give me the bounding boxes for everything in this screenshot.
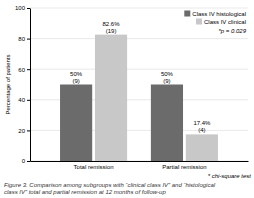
y-tick-label: 80 <box>18 36 25 42</box>
caption-line: class IV” total and partial remission at… <box>4 189 166 195</box>
bar <box>95 35 127 161</box>
y-tick-mark <box>27 69 30 70</box>
annotation: *p = 0.029 <box>218 28 246 34</box>
x-tick-label: Partial remission <box>162 164 206 170</box>
y-tick-mark <box>27 161 30 162</box>
x-tick-label: Total remission <box>74 164 114 170</box>
grid-line <box>30 8 248 9</box>
legend-label: Class IV histological <box>192 11 246 17</box>
data-label-line: 82.6% <box>103 21 121 27</box>
legend-item: Class IV clinical <box>196 19 246 25</box>
y-tick-label: 40 <box>18 97 25 103</box>
data-label-line: 50% <box>70 71 83 77</box>
data-label: 50%(9) <box>70 71 83 84</box>
grid <box>30 8 248 161</box>
y-tick-label: 100 <box>15 5 26 11</box>
y-tick-mark <box>27 8 30 9</box>
y-tick-mark <box>27 100 30 101</box>
data-label-line: (19) <box>106 28 117 34</box>
bar <box>151 85 183 162</box>
y-axis-title: Percentage of patients <box>5 54 11 114</box>
y-tick-mark <box>27 39 30 40</box>
data-label: 50%(9) <box>161 71 174 84</box>
y-tick-mark <box>27 130 30 131</box>
data-label: 17.4%(4) <box>193 120 211 133</box>
data-label-line: 50% <box>161 71 174 77</box>
legend-swatch <box>196 19 202 25</box>
y-tick-label: 20 <box>18 128 25 134</box>
y-tick-label: 0 <box>22 158 26 164</box>
legend-item: Class IV histological <box>184 11 246 17</box>
y-tick: 20 <box>18 128 30 134</box>
caption-line: Figure 3. Comparison among subgroups wit… <box>4 182 216 188</box>
y-tick: 40 <box>18 97 30 103</box>
data-label-line: (9) <box>163 78 170 84</box>
bars <box>60 35 218 161</box>
y-tick: 60 <box>18 67 30 73</box>
grid-line <box>30 69 248 70</box>
y-tick-label: 60 <box>18 67 25 73</box>
x-axis-line <box>31 161 249 162</box>
data-label-line: (9) <box>72 78 79 84</box>
legend: Class IV histological Class IV clinical <box>184 11 246 25</box>
data-labels: 50%(9)50%(9)82.6%(19)17.4%(4) <box>70 21 211 134</box>
y-axis-line <box>30 9 31 162</box>
y-tick: 100 <box>15 5 30 11</box>
data-label-line: (4) <box>198 127 205 133</box>
chart: Figure 3. Comparison among subgroups wit… <box>0 0 254 198</box>
data-label: 82.6%(19) <box>103 21 121 34</box>
x-tick: Partial remission <box>162 164 206 170</box>
bar <box>60 85 92 162</box>
data-label-line: 17.4% <box>193 120 211 126</box>
bar <box>186 134 218 161</box>
grid-line <box>30 38 248 39</box>
y-tick: 0 <box>22 158 30 164</box>
x-axis: Total remission Partial remission <box>31 162 249 171</box>
legend-label: Class IV clinical <box>204 19 246 25</box>
plot: 0 20 40 60 80 100 Total remission Partial remis… <box>15 5 249 170</box>
legend-swatch <box>184 11 190 17</box>
y-axis: 0 20 40 60 80 100 <box>15 5 31 164</box>
caption: Figure 3. Comparison among subgroups wit… <box>4 182 216 195</box>
y-tick: 80 <box>18 36 30 42</box>
footnote: * chi-square test <box>208 173 252 179</box>
x-tick: Total remission <box>74 164 114 170</box>
